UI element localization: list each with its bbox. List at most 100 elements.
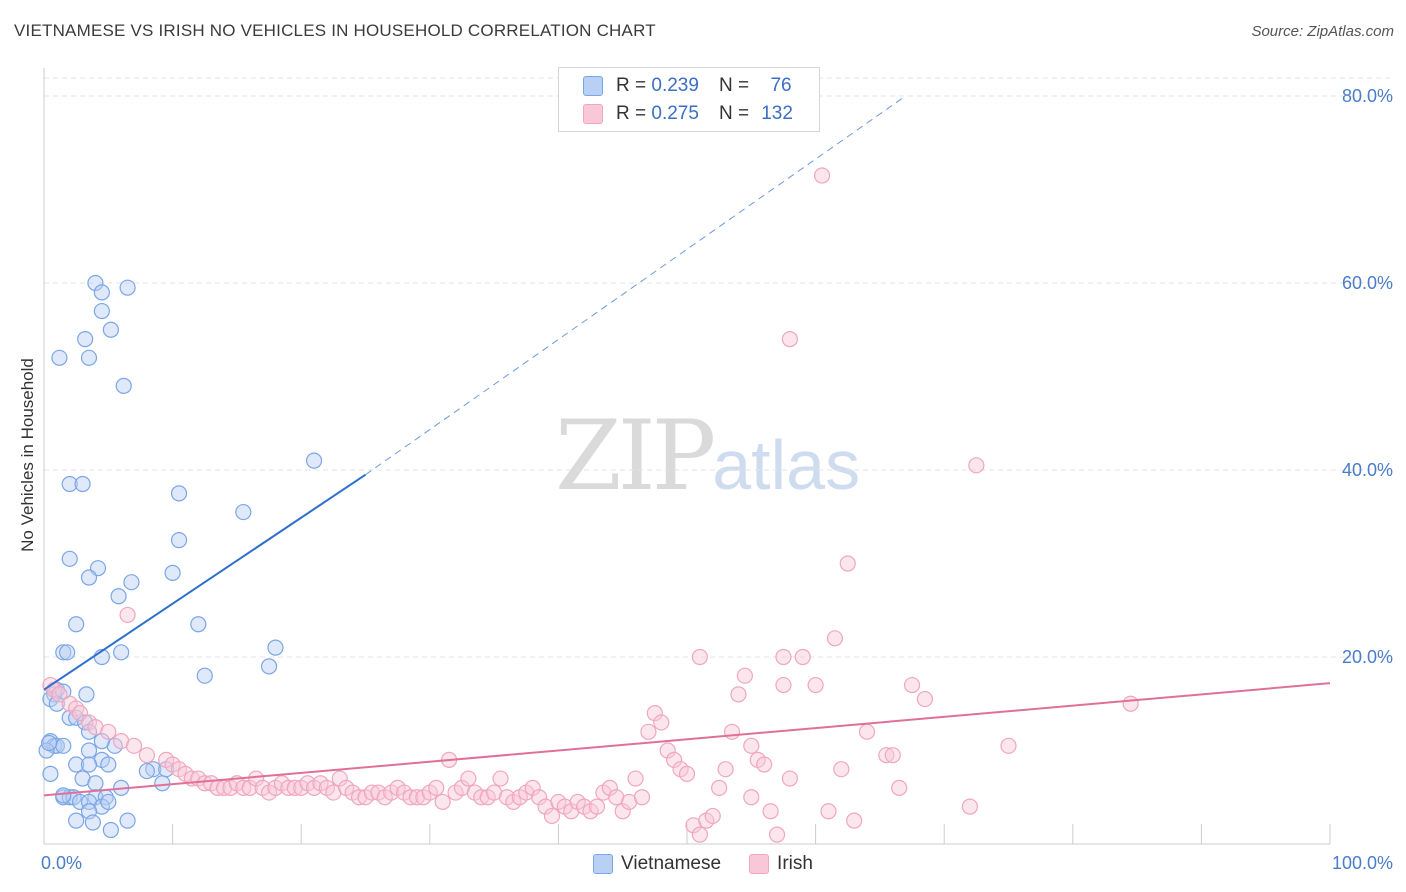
irish-point [743, 737, 760, 754]
irish-point [125, 737, 143, 754]
vietnamese-point [110, 588, 127, 605]
vietnamese-point [87, 274, 104, 292]
vietnamese-swatch [593, 854, 614, 874]
irish-point [633, 789, 651, 806]
irish-point [543, 807, 561, 825]
vietnamese-point [164, 564, 181, 581]
vietnamese-point [123, 574, 140, 591]
vietnamese-point [93, 733, 110, 750]
irish-point [138, 747, 155, 764]
vietnamese-point [55, 737, 72, 754]
irish-point [762, 803, 779, 820]
vietnamese-point [190, 616, 207, 633]
irish-point [531, 789, 548, 806]
irish-point [858, 723, 876, 740]
r-label: R = [616, 103, 647, 124]
r-value: 0.239 [651, 75, 699, 96]
legend-label: Vietnamese [621, 853, 722, 874]
irish-point [640, 723, 657, 740]
irish-point [961, 798, 979, 815]
irish-point [646, 704, 663, 722]
vietnamese-point [145, 761, 162, 778]
irish-point [1000, 737, 1017, 754]
chart-source: Source: ZipAtlas.com [1251, 23, 1394, 40]
vietnamese-point [100, 756, 117, 773]
vietnamese-point [77, 331, 94, 348]
legend-item-irish[interactable]: Irish [749, 853, 813, 875]
vietnamese-point [61, 550, 78, 567]
vietnamese-point [305, 452, 323, 469]
irish-point [614, 803, 631, 820]
vietnamese-point [51, 349, 68, 366]
watermark-logo: ZIPatlas [555, 400, 861, 512]
irish-point [846, 812, 863, 829]
stats-row-vietnamese: R = 0.239 N = 76 [583, 74, 801, 98]
irish-point [775, 676, 792, 694]
vietnamese-point [113, 644, 130, 661]
irish-trendline [43, 682, 1331, 797]
legend-item-vietnamese[interactable]: Vietnamese [593, 853, 721, 875]
irish-point [775, 648, 792, 666]
chart-title: VIETNAMESE VS IRISH NO VEHICLES IN HOUSE… [14, 21, 656, 40]
vietnamese-point [78, 686, 95, 703]
vietnamese-point [41, 734, 58, 752]
n-label: N = [718, 75, 750, 96]
irish-point [781, 770, 798, 787]
irish-point [820, 803, 837, 820]
irish-point [434, 793, 451, 811]
irish-point [666, 751, 683, 768]
irish-point [891, 779, 908, 797]
stats-row-irish: R = 0.275 N = 132 [583, 102, 797, 126]
vietnamese-point [170, 532, 188, 549]
vietnamese-point [80, 756, 98, 773]
series-legend: Vietnamese Irish [0, 852, 1406, 876]
irish-point [768, 826, 786, 843]
irish-point [241, 779, 258, 797]
irish-point [717, 761, 734, 778]
irish-point [460, 770, 477, 787]
vietnamese-point [42, 765, 59, 782]
irish-point [794, 648, 811, 666]
legend-label: Irish [777, 853, 813, 874]
vietnamese-trendline [43, 473, 367, 691]
irish-point [903, 676, 921, 694]
vietnamese-point [84, 814, 101, 831]
irish-point [492, 770, 509, 787]
irish-point [833, 761, 850, 778]
irish-point [704, 807, 721, 825]
n-label: N = [718, 103, 750, 124]
vietnamese-point [68, 616, 85, 633]
irish-point [248, 770, 265, 787]
vietnamese-point [115, 377, 132, 394]
irish-point [826, 630, 843, 647]
irish-point [743, 789, 760, 806]
irish-point [601, 779, 618, 797]
irish-point [781, 331, 798, 348]
vietnamese-point [74, 475, 91, 493]
r-value: 0.275 [651, 103, 699, 124]
irish-point [730, 686, 747, 703]
vietnamese-point [61, 475, 78, 493]
vietnamese-point [93, 302, 110, 320]
n-value: 132 [761, 103, 793, 124]
irish-point [659, 742, 676, 759]
vietnamese-point [102, 821, 119, 839]
stats-legend: R = 0.239 N = 76 R = 0.275 N = 132 [558, 67, 820, 132]
r-label: R = [616, 75, 647, 96]
y-tick-label: 40.0% [1342, 460, 1393, 480]
vietnamese-point [80, 569, 98, 586]
irish-point [1122, 695, 1139, 712]
vietnamese-point [260, 658, 278, 675]
vietnamese-point [55, 787, 72, 804]
vietnamese-point [61, 709, 78, 726]
irish-point [428, 779, 445, 797]
vietnamese-point [170, 485, 188, 502]
vietnamese-point [119, 279, 136, 296]
vietnamese-point [119, 812, 136, 829]
irish-point [402, 789, 419, 806]
irish-point [280, 779, 297, 797]
irish-swatch [749, 854, 770, 874]
irish-point [100, 723, 117, 740]
n-value: 76 [770, 75, 792, 96]
